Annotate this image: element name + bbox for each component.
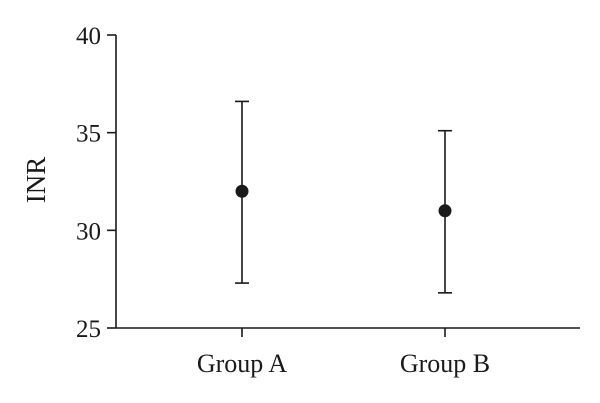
y-tick-label: 30 (76, 218, 101, 245)
data-point (235, 184, 249, 198)
axes: 25 30 35 40 Group A Group B (76, 23, 580, 378)
x-category-label: Group B (400, 349, 490, 378)
y-tick-label: 40 (76, 23, 101, 50)
y-axis-title: INR (21, 157, 51, 204)
y-tick-label: 35 (76, 121, 101, 148)
x-category-label: Group A (197, 349, 288, 378)
data-marks (235, 100, 452, 294)
y-tick-label: 25 (76, 316, 101, 343)
data-point (438, 204, 452, 218)
